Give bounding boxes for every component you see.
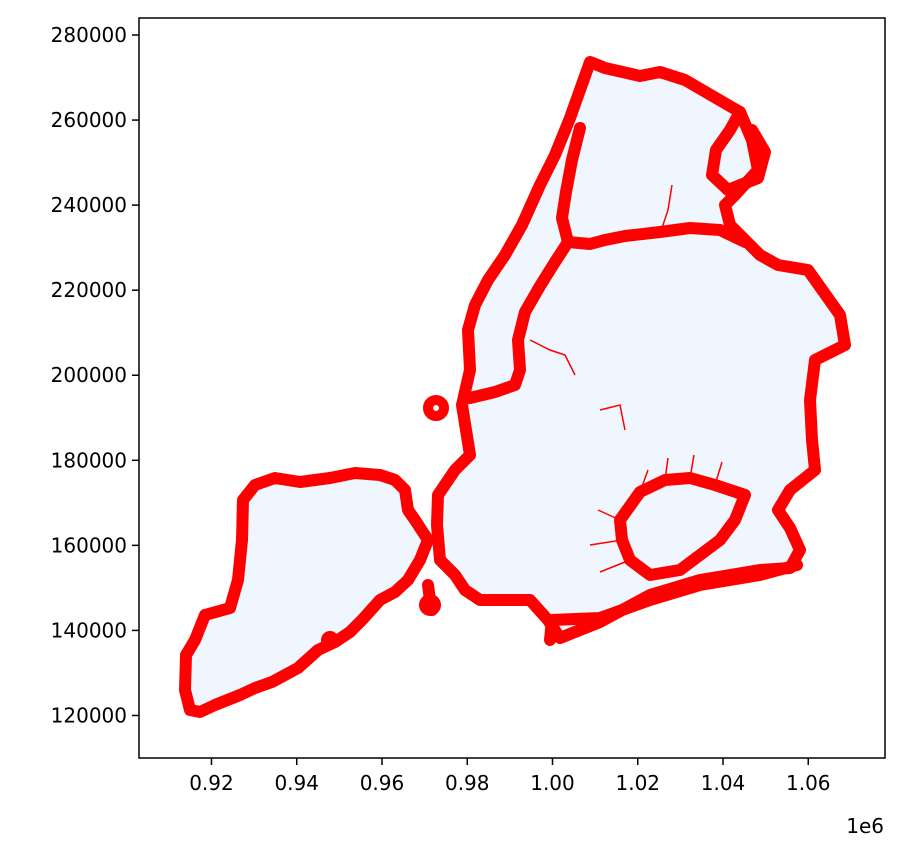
- axes-frame: [138, 17, 886, 759]
- staten-island-boundary: [179, 467, 434, 718]
- main-landmass-shape: [437, 62, 845, 638]
- y-tick-label: 240000: [51, 193, 127, 217]
- y-tick-label: 200000: [51, 363, 127, 387]
- y-tick-label: 180000: [51, 448, 127, 472]
- y-tick-label: 160000: [51, 533, 127, 557]
- inner-waterways: [529, 184, 723, 573]
- island-1: [419, 594, 441, 616]
- y-tick-label: 220000: [51, 278, 127, 302]
- outer-boundary: [431, 56, 851, 644]
- x-tick-label: 1.00: [530, 771, 575, 795]
- y-tick-label: 280000: [51, 23, 127, 47]
- x-tick-label: 0.96: [360, 771, 405, 795]
- x-tick-label: 1.02: [615, 771, 660, 795]
- y-tick-label: 260000: [51, 108, 127, 132]
- x-tick-label: 0.98: [445, 771, 490, 795]
- x-axis-offset-label: 1e6: [846, 814, 884, 838]
- island-4: [321, 631, 339, 649]
- x-tick-label: 0.92: [189, 771, 234, 795]
- newtown-creek-line: [599, 404, 626, 431]
- island-2: [423, 395, 449, 421]
- island-3: [750, 145, 770, 165]
- x-tick-label: 1.04: [701, 771, 746, 795]
- y-tick-label: 140000: [51, 618, 127, 642]
- harlem-river-boundary: [464, 122, 586, 404]
- jamaica-bay-inlets: [589, 454, 723, 573]
- east-river-boundary: [562, 222, 751, 250]
- x-tick-label: 0.94: [274, 771, 319, 795]
- y-tick-label: 120000: [51, 703, 127, 727]
- rockaway-boundary: [544, 559, 803, 646]
- y-axis: 120000 140000 160000 180000 200000 220000 2400…: [51, 23, 139, 727]
- x-tick-label: 1.06: [786, 771, 831, 795]
- x-axis: 0.92 0.94 0.96 0.98 1.00 1.02 1.04 1.06: [189, 758, 831, 795]
- flushing-creek-line: [529, 339, 576, 376]
- bronx-river-line: [661, 184, 673, 229]
- islands: [321, 145, 770, 649]
- jamaica-bay-boundary: [614, 472, 751, 581]
